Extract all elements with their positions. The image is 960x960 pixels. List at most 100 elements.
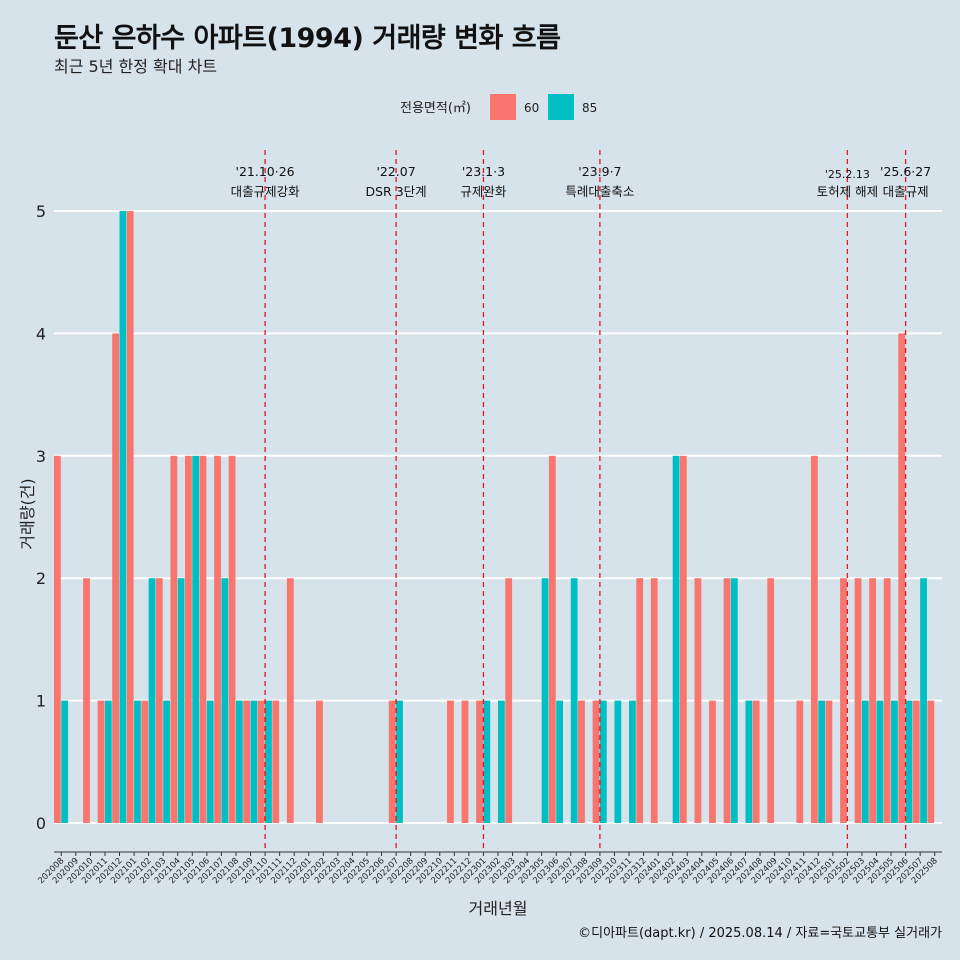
event-date: '21.10·26 xyxy=(236,164,295,179)
bar-85-202108 xyxy=(235,700,243,823)
bar-60-202308 xyxy=(578,700,585,823)
event-date: '25.2.13 xyxy=(825,168,870,181)
y-tick-label: 5 xyxy=(36,202,46,221)
y-tick-label: 0 xyxy=(36,814,46,833)
bar-85-202207 xyxy=(396,700,403,823)
event-label: 규제완화 xyxy=(460,184,507,199)
y-tick-label: 3 xyxy=(36,447,46,466)
bar-85-202102 xyxy=(148,578,156,823)
bar-60-202507 xyxy=(912,700,920,823)
bar-85-202311 xyxy=(629,700,636,823)
y-tick-label: 2 xyxy=(36,569,46,588)
legend-swatch-85 xyxy=(548,94,574,120)
bar-60-202309 xyxy=(592,700,600,823)
bar-85-202302 xyxy=(498,700,505,823)
bar-85-202307 xyxy=(570,578,578,823)
bar-85-202306 xyxy=(556,700,564,823)
legend-label-85: 85 xyxy=(582,101,597,115)
bar-85-202412 xyxy=(818,700,826,823)
bar-85-202103 xyxy=(163,700,170,823)
bar-60-202207 xyxy=(388,700,396,823)
bar-60-202503 xyxy=(854,578,862,823)
bar-60-202504 xyxy=(869,578,876,823)
bar-60-202107 xyxy=(214,455,221,823)
bar-60-202404 xyxy=(694,578,702,823)
bar-85-202105 xyxy=(192,455,200,823)
y-axis: 0 1 2 3 4 5 xyxy=(36,202,46,833)
bar-85-202101 xyxy=(134,700,141,823)
bar-60-202211 xyxy=(447,700,454,823)
y-axis-label: 거래량(건) xyxy=(18,478,37,549)
bar-60-202103 xyxy=(155,578,163,823)
bar-60-202008 xyxy=(54,455,61,823)
bar-60-202403 xyxy=(679,455,687,823)
event-date: '25.6·27 xyxy=(880,164,931,179)
bar-85-202011 xyxy=(104,700,112,823)
event-markers: '21.10·26 대출규제강화 '22.07 DSR 3단계 '23.1·3 규제완화 '… xyxy=(231,150,931,852)
event-date: '22.07 xyxy=(376,164,415,179)
bar-60-202108 xyxy=(228,455,236,823)
bar-85-202107 xyxy=(221,578,229,823)
bar-60-202303 xyxy=(505,578,513,823)
bar-60-202412 xyxy=(810,455,818,823)
event-label: DSR 3단계 xyxy=(366,184,427,199)
bar-60-202506 xyxy=(898,333,906,823)
event-label: 토허제 해제 xyxy=(817,184,878,199)
bar-60-202301 xyxy=(476,700,483,823)
y-tick-label: 4 xyxy=(36,324,46,343)
bar-60-202406 xyxy=(723,578,731,823)
bar-60-202012 xyxy=(112,333,120,823)
bar-60-202306 xyxy=(548,455,556,823)
event-date: '23.1·3 xyxy=(462,164,505,179)
bar-60-202105 xyxy=(185,455,192,823)
legend-title: 전용면적(㎡) xyxy=(400,101,471,116)
bar-85-202104 xyxy=(177,578,185,823)
x-axis-label: 거래년월 xyxy=(469,899,528,918)
x-axis: 2020082020092020102020112020122021012021… xyxy=(36,851,942,886)
bar-85-202012 xyxy=(119,211,127,823)
bar-60-202408 xyxy=(752,700,760,823)
bar-60-202401 xyxy=(650,578,658,823)
bar-85-202406 xyxy=(730,578,738,823)
bar-85-202407 xyxy=(745,700,753,823)
bar-60-202101 xyxy=(126,211,134,823)
bar-60-202104 xyxy=(170,455,178,823)
bar-60-202110 xyxy=(257,700,265,823)
bar-85-202305 xyxy=(541,578,549,823)
bar-60-202502 xyxy=(840,578,847,823)
bar-85-202402 xyxy=(672,455,680,823)
bar-85-202309 xyxy=(599,700,607,823)
bar-85-202110 xyxy=(265,700,272,823)
source-caption: ©디아파트(dapt.kr) / 2025.08.14 / 자료=국토교통부 실… xyxy=(578,926,942,941)
legend-swatch-60 xyxy=(490,94,516,120)
bar-60-202501 xyxy=(825,700,833,823)
bar-85-202505 xyxy=(891,700,898,823)
event-date: '23.9·7 xyxy=(578,164,621,179)
legend-label-60: 60 xyxy=(524,101,539,115)
page-subtitle: 최근 5년 한정 확대 차트 xyxy=(54,57,218,76)
event-label: 대출규제강화 xyxy=(231,184,301,199)
bar-85-202504 xyxy=(876,700,884,823)
legend: 전용면적(㎡) 60 85 xyxy=(400,94,597,120)
y-tick-label: 1 xyxy=(36,692,46,711)
bar-85-202506 xyxy=(905,700,913,823)
page-title: 둔산 은하수 아파트(1994) 거래량 변화 흐름 xyxy=(54,23,561,54)
bar-85-202507 xyxy=(920,578,927,823)
bar-60-202106 xyxy=(199,455,207,823)
event-label: 대출규제 xyxy=(883,184,929,199)
bar-60-202202 xyxy=(316,700,323,823)
bar-60-202405 xyxy=(709,700,716,823)
event-label: 특례대출축소 xyxy=(565,184,634,199)
bar-60-202508 xyxy=(927,700,935,823)
bar-60-202102 xyxy=(141,700,149,823)
bar-60-202212 xyxy=(461,700,469,823)
bar-60-202505 xyxy=(883,578,891,823)
bar-60-202111 xyxy=(272,700,280,823)
bar-60-202109 xyxy=(243,700,251,823)
bar-60-202409 xyxy=(767,578,775,823)
bars xyxy=(54,211,935,823)
bar-60-202011 xyxy=(97,700,105,823)
bar-85-202008 xyxy=(61,700,69,823)
bar-85-202310 xyxy=(614,700,622,823)
